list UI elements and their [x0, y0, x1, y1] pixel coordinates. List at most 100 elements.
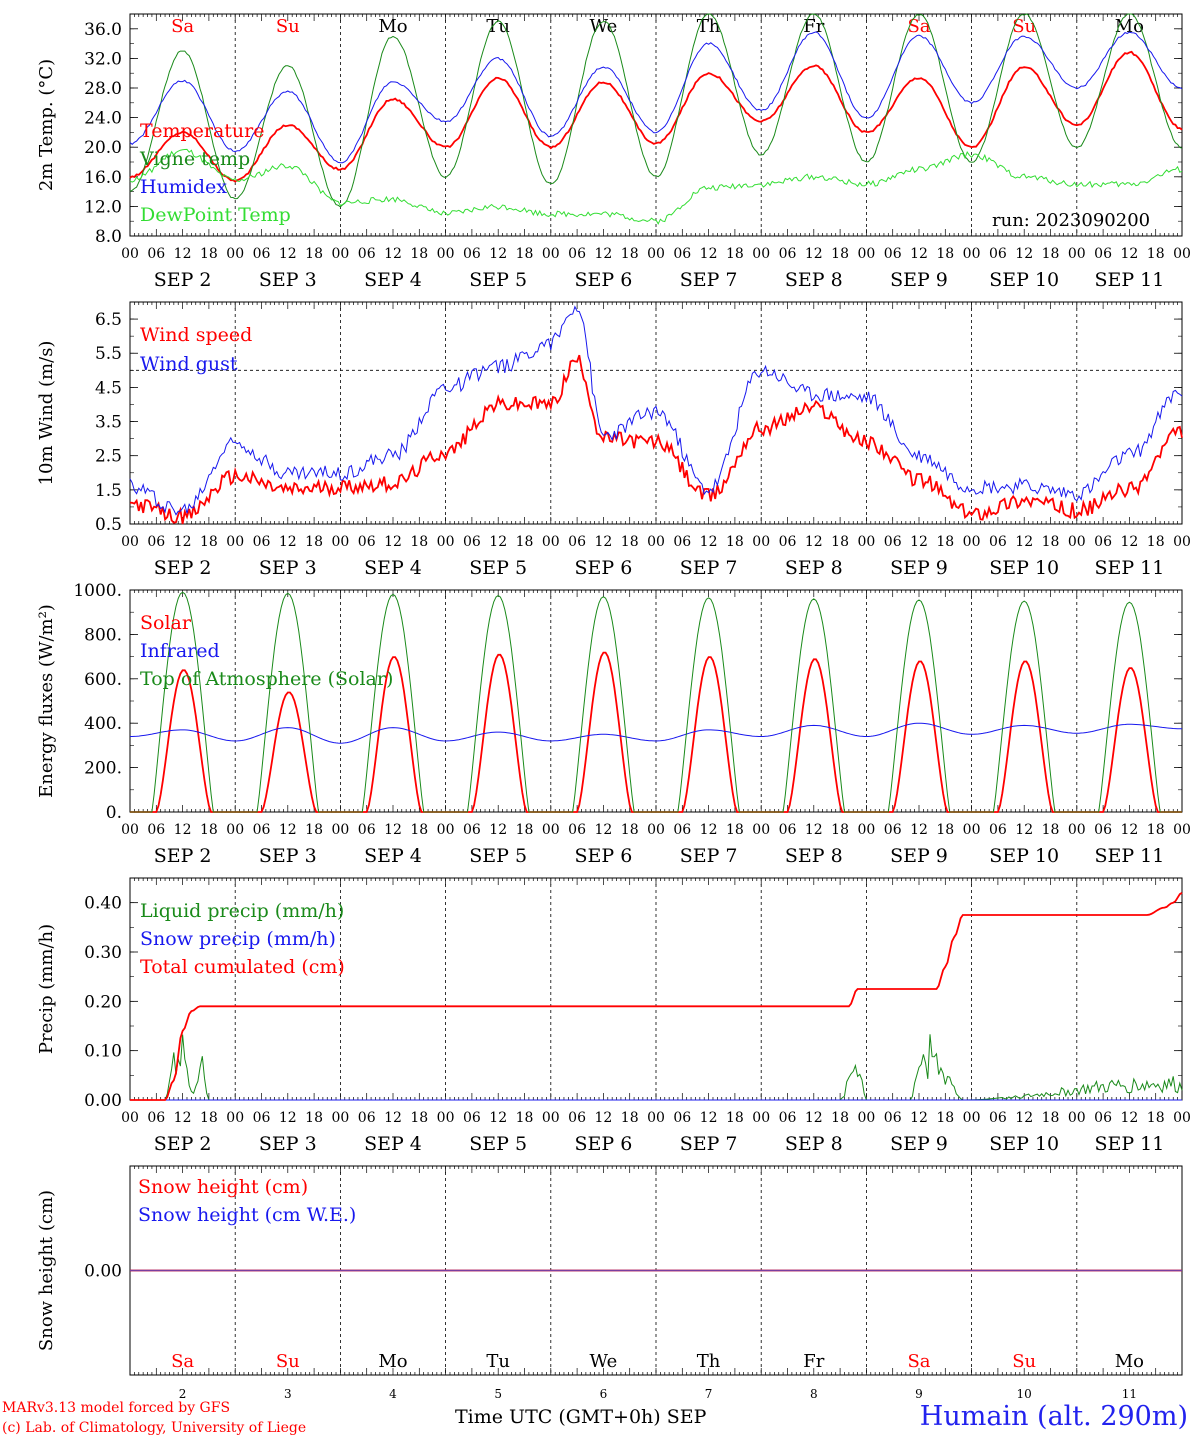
x-day-label: SEP 3: [259, 557, 317, 579]
x-hour-label: 00: [857, 246, 875, 262]
x-hour-label: 18: [200, 246, 218, 262]
x-hour-label: 12: [384, 1110, 402, 1126]
x-day-label: SEP 8: [785, 1133, 843, 1155]
x-hour-label: 00: [752, 534, 770, 550]
x-hour-label: 18: [1147, 822, 1165, 838]
x-hour-label: 00: [542, 534, 560, 550]
x-day-label: SEP 7: [680, 557, 738, 579]
y-tick-label: 4.5: [95, 378, 122, 398]
x-hour-label: 06: [1094, 534, 1112, 550]
y-tick-label: 0.40: [84, 894, 122, 914]
x-hour-label: 12: [1120, 1110, 1138, 1126]
x-hour-label: 00: [437, 246, 455, 262]
y-tick-label: 0.10: [84, 1042, 122, 1062]
x-hour-label: 00: [752, 246, 770, 262]
x-hour-label: 12: [174, 1110, 192, 1126]
y-tick-label: 1.5: [95, 481, 122, 501]
x-hour-label: 12: [594, 246, 612, 262]
x-hour-label: 12: [489, 246, 507, 262]
x-hour-label: 00: [1173, 534, 1191, 550]
x-hour-label: 06: [463, 822, 481, 838]
x-day-label: SEP 10: [989, 269, 1059, 291]
x-day-label: SEP 7: [680, 269, 738, 291]
y-tick-label: 200.: [84, 759, 122, 779]
legend-entry: Solar: [140, 612, 192, 634]
x-day-label: SEP 9: [890, 1133, 948, 1155]
x-hour-label: 18: [410, 534, 428, 550]
x-hour-label: 18: [410, 822, 428, 838]
x-day-label: SEP 3: [259, 1133, 317, 1155]
x-hour-label: 06: [884, 822, 902, 838]
location-label: Humain (alt. 290m): [919, 1401, 1188, 1432]
x-hour-label: 12: [805, 534, 823, 550]
x-hour-label: 18: [1042, 246, 1060, 262]
x-hour-label: 12: [1015, 246, 1033, 262]
x-hour-label: 06: [253, 246, 271, 262]
x-hour-label: 18: [621, 822, 639, 838]
x-hour-label: 06: [884, 246, 902, 262]
legend-entry: Snow precip (mm/h): [140, 928, 336, 950]
weekday-label: Su: [276, 1351, 300, 1372]
x-hour-label: 06: [989, 246, 1007, 262]
x-hour-label: 00: [331, 534, 349, 550]
weekday-label: Fr: [803, 16, 824, 37]
x-day-label: SEP 11: [1094, 269, 1164, 291]
y-tick-label: 0.00: [84, 1262, 122, 1282]
x-hour-label: 06: [253, 534, 271, 550]
weekday-label: We: [590, 16, 618, 37]
x-hour-label: 18: [831, 822, 849, 838]
x-hour-label: 00: [226, 1110, 244, 1126]
x-hour-label: 12: [805, 246, 823, 262]
x-day-label: SEP 6: [574, 269, 632, 291]
x-day-number: 8: [810, 1387, 818, 1401]
x-hour-label: 00: [963, 534, 981, 550]
x-day-number: 5: [494, 1387, 502, 1401]
x-hour-label: 18: [936, 1110, 954, 1126]
y-tick-label: 400.: [84, 714, 122, 734]
series-line-vigne-temp: [129, 13, 1183, 208]
weekday-label: Tu: [486, 1351, 510, 1372]
x-hour-label: 12: [700, 1110, 718, 1126]
legend-entry: Infrared: [140, 640, 220, 662]
x-hour-label: 06: [989, 1110, 1007, 1126]
x-hour-label: 00: [857, 822, 875, 838]
x-hour-label: 00: [963, 246, 981, 262]
y-tick-label: 0.: [106, 803, 122, 823]
x-hour-label: 12: [174, 246, 192, 262]
x-day-label: SEP 8: [785, 269, 843, 291]
x-hour-label: 18: [621, 534, 639, 550]
x-hour-label: 06: [358, 246, 376, 262]
x-hour-label: 12: [594, 1110, 612, 1126]
series-line-top-of-atmosphere-solar-: [130, 591, 1182, 813]
y-tick-label: 2.5: [95, 447, 122, 467]
x-hour-label: 12: [279, 246, 297, 262]
x-hour-label: 06: [673, 822, 691, 838]
x-hour-label: 18: [1042, 1110, 1060, 1126]
x-hour-label: 18: [1042, 534, 1060, 550]
legend-entry: Snow height (cm): [138, 1176, 308, 1198]
x-hour-label: 18: [621, 1110, 639, 1126]
series-line-wind-gust: [129, 305, 1183, 516]
x-hour-label: 06: [358, 822, 376, 838]
x-day-label: SEP 2: [154, 1133, 212, 1155]
y-tick-label: 36.0: [84, 20, 122, 40]
weekday-label: Sa: [171, 16, 194, 37]
x-hour-label: 00: [542, 1110, 560, 1126]
weekday-label: Su: [1012, 1351, 1036, 1372]
y-axis-label: 2m Temp. (°C): [36, 59, 57, 191]
weekday-label: Sa: [907, 1351, 930, 1372]
x-hour-label: 06: [673, 1110, 691, 1126]
x-hour-label: 06: [147, 246, 165, 262]
x-day-label: SEP 8: [785, 557, 843, 579]
x-hour-label: 06: [463, 534, 481, 550]
x-day-number: 7: [705, 1387, 713, 1401]
x-hour-label: 06: [147, 534, 165, 550]
x-day-number: 9: [915, 1387, 923, 1401]
x-hour-label: 12: [805, 822, 823, 838]
x-hour-label: 18: [726, 822, 744, 838]
x-hour-label: 18: [936, 822, 954, 838]
run-label: run: 2023090200: [992, 210, 1151, 231]
weekday-label: Su: [276, 16, 300, 37]
x-hour-label: 00: [647, 246, 665, 262]
x-hour-label: 18: [831, 534, 849, 550]
